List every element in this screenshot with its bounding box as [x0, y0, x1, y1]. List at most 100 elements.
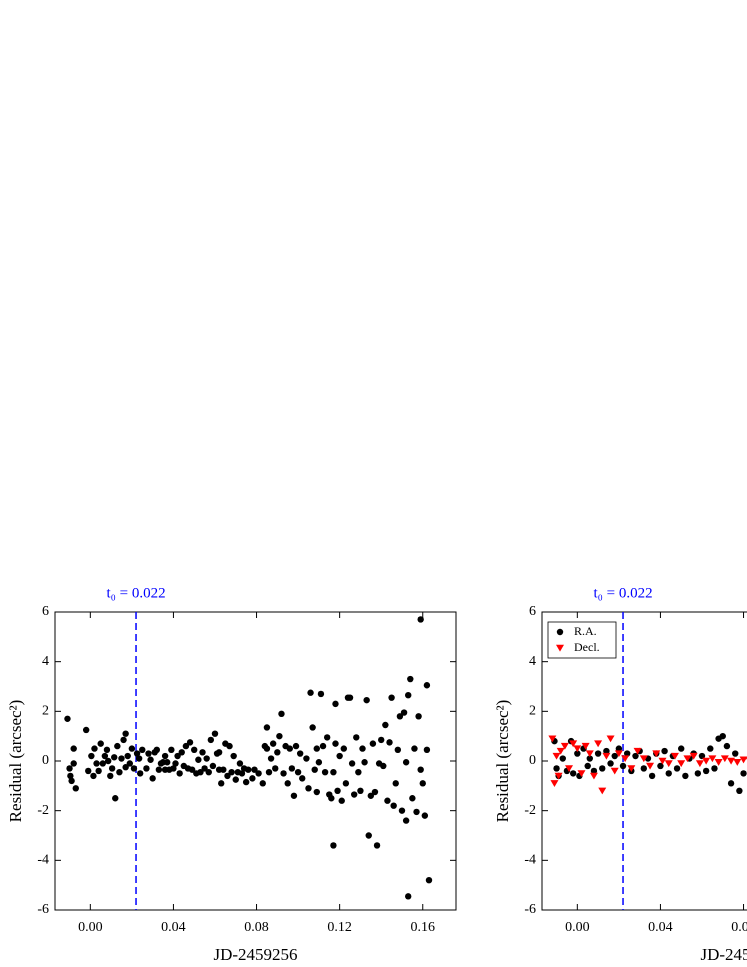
marker: [228, 768, 235, 776]
marker: [425, 877, 433, 884]
marker: [682, 772, 689, 780]
marker: [319, 742, 327, 750]
marker: [259, 780, 266, 787]
marker: [361, 759, 368, 766]
y-tick-label: 2: [42, 704, 49, 719]
marker: [646, 762, 655, 770]
y-tick-label: -2: [524, 803, 536, 818]
marker: [550, 780, 559, 787]
marker: [296, 750, 304, 757]
marker: [350, 791, 358, 798]
marker: [118, 755, 125, 762]
legend-marker: [556, 644, 564, 652]
marker: [380, 762, 387, 770]
marker: [265, 768, 273, 776]
marker: [732, 750, 739, 757]
marker: [736, 787, 743, 794]
marker: [664, 760, 673, 768]
marker: [111, 754, 118, 761]
marker: [353, 734, 360, 741]
marker: [104, 757, 112, 765]
marker: [332, 700, 339, 708]
marker: [330, 842, 337, 849]
marker: [413, 808, 420, 816]
marker: [203, 755, 210, 762]
marker: [236, 760, 244, 767]
marker: [657, 762, 664, 770]
marker: [677, 760, 686, 768]
marker: [313, 788, 320, 796]
marker: [163, 759, 171, 766]
marker: [143, 765, 150, 772]
marker: [68, 777, 75, 785]
marker: [371, 788, 379, 796]
marker: [552, 752, 561, 760]
marker: [133, 750, 141, 757]
marker: [594, 750, 602, 757]
marker: [639, 755, 648, 763]
marker: [417, 616, 424, 623]
marker: [195, 756, 202, 763]
chart: -6-4-202460.000.040.080.120.16JD-2459256…: [493, 585, 747, 964]
marker: [215, 749, 223, 756]
marker: [136, 770, 144, 777]
marker: [421, 812, 429, 819]
marker: [581, 742, 590, 750]
marker: [284, 780, 291, 787]
legend-label: Decl.: [574, 640, 600, 654]
marker: [405, 691, 412, 699]
marker: [367, 792, 375, 799]
marker: [733, 759, 742, 766]
marker: [619, 762, 627, 770]
marker: [292, 742, 300, 750]
y-tick-label: 4: [529, 654, 536, 669]
marker: [269, 740, 277, 747]
marker: [559, 755, 566, 762]
marker: [405, 893, 412, 900]
marker: [602, 752, 611, 760]
marker: [577, 770, 586, 778]
marker: [648, 772, 656, 780]
marker: [188, 766, 196, 773]
marker: [64, 715, 71, 722]
marker: [423, 746, 431, 754]
x-tick-label: 0.08: [244, 920, 269, 935]
marker: [599, 765, 606, 772]
y-tick-label: 0: [529, 753, 536, 768]
marker: [556, 747, 565, 755]
x-tick-label: 0.00: [78, 920, 103, 935]
marker: [707, 745, 714, 752]
marker: [386, 739, 393, 746]
marker: [400, 709, 408, 716]
marker: [423, 682, 431, 689]
marker: [172, 760, 179, 767]
marker: [93, 760, 100, 767]
marker: [124, 752, 131, 760]
marker: [342, 780, 350, 787]
marker: [255, 770, 262, 777]
marker: [633, 747, 642, 755]
annotation: t₀ = 0.022: [593, 585, 652, 601]
marker: [586, 755, 593, 762]
marker: [97, 740, 104, 747]
marker: [670, 752, 679, 760]
marker: [294, 768, 302, 776]
marker: [211, 730, 219, 737]
marker: [135, 755, 143, 762]
marker: [621, 755, 630, 763]
marker: [170, 765, 177, 772]
marker: [359, 745, 366, 752]
marker: [607, 760, 614, 767]
marker: [88, 752, 95, 760]
plot-frame: [54, 611, 457, 911]
marker: [740, 770, 747, 777]
marker: [161, 752, 169, 760]
marker: [569, 770, 577, 777]
marker: [201, 765, 208, 772]
legend-box: [547, 621, 617, 659]
marker: [603, 747, 610, 755]
marker: [130, 765, 138, 772]
marker: [409, 795, 416, 802]
marker: [176, 770, 183, 777]
